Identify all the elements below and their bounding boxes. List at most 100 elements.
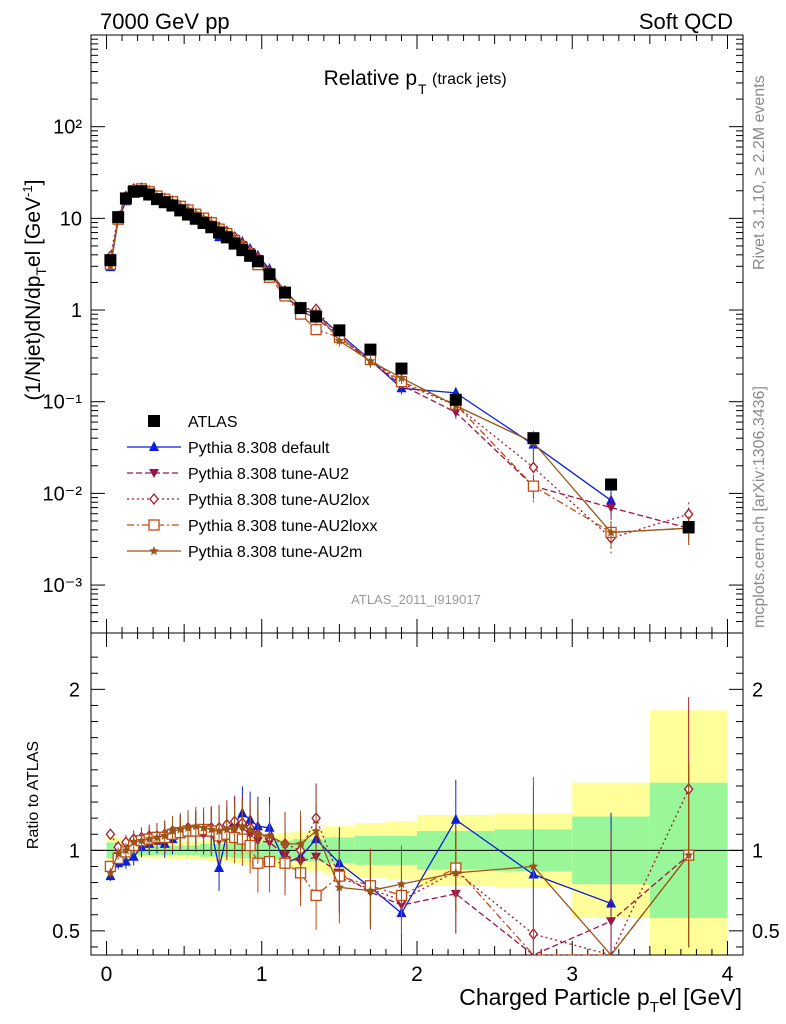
data-point-atlas	[449, 393, 462, 406]
legend-marker-pythia-8-308-default	[149, 441, 159, 451]
ratio-point-pythia-8-308-tune-au2m	[191, 821, 201, 831]
y-tick-label: 10⁻²	[43, 483, 83, 505]
ratio-point-pythia-8-308-tune-au2m	[206, 824, 217, 834]
data-point-pythia-8-308-tune-au2lox	[528, 461, 539, 474]
ratio-point-pythia-8-308-tune-au2m	[214, 826, 224, 836]
plot-title: Relative p	[324, 67, 417, 90]
ratio-point-pythia-8-308-tune-au2m	[144, 834, 154, 844]
ratio-point-pythia-8-308-tune-au2m	[365, 885, 376, 895]
x-tick-label: 1	[256, 963, 268, 986]
legend-label: Pythia 8.308 default	[188, 440, 330, 457]
data-point-pythia-8-308-tune-au2	[450, 408, 461, 418]
data-point-atlas	[310, 310, 323, 323]
plot-title-suffix: (track jets)	[432, 71, 507, 88]
data-point-pythia-8-308-tune-au2m	[365, 356, 376, 366]
x-tick-label: 4	[722, 963, 734, 986]
data-point-pythia-8-308-tune-au2loxx	[310, 323, 322, 336]
x-tick-label: 2	[411, 963, 423, 986]
y-tick-label: 10²	[53, 117, 82, 139]
data-point-pythia-8-308-tune-au2m	[396, 372, 407, 382]
data-point-pythia-8-308-tune-au2m	[606, 527, 616, 537]
ratio-point-pythia-8-308-tune-au2m	[136, 835, 147, 845]
ratio-point-pythia-8-308-tune-au2m	[311, 826, 321, 836]
ratio-point-pythia-8-308-tune-au2m	[183, 822, 193, 832]
ratio-point-pythia-8-308-tune-au2m	[229, 822, 240, 832]
ratio-point-pythia-8-308-default	[214, 862, 225, 873]
data-point-pythia-8-308-tune-au2	[606, 503, 617, 513]
ratio-point-pythia-8-308-tune-au2loxx	[310, 889, 322, 902]
header-right: Soft QCD	[639, 9, 733, 34]
ratio-point-pythia-8-308-tune-au2m	[280, 838, 290, 848]
data-point-atlas	[263, 268, 276, 281]
data-point-atlas	[605, 478, 618, 491]
x-tick-label: 0	[101, 963, 113, 986]
y-tick-label: 1	[71, 300, 82, 322]
x-tick-label: 3	[566, 963, 578, 986]
ratio-point-pythia-8-308-tune-au2m	[237, 821, 248, 831]
header-left: 7000 GeV pp	[100, 9, 230, 34]
ratio-point-pythia-8-308-tune-au2m	[295, 838, 306, 848]
ratio-point-pythia-8-308-tune-au2m	[105, 867, 116, 877]
legend-marker-pythia-8-308-tune-au2m	[149, 546, 159, 555]
ratio-point-pythia-8-308-tune-au2m	[222, 824, 232, 834]
data-point-atlas	[104, 254, 117, 267]
legend-label: Pythia 8.308 tune-AU2loxx	[188, 518, 377, 535]
mcplots-label: mcplots.cern.ch [arXiv:1306.3436]	[751, 386, 768, 628]
ratio-point-pythia-8-308-tune-au2m	[160, 830, 170, 840]
ratio-point-pythia-8-308-tune-au2	[606, 917, 617, 927]
plot-title-sub: T	[418, 81, 427, 97]
ratio-point-pythia-8-308-default	[450, 813, 461, 824]
main-plot-panel: 10⁻³ 10⁻² 10⁻¹ 1 10 10² Relative p T (track j…	[43, 34, 744, 634]
y-tick-label: 10	[60, 208, 82, 230]
ratio-axis-label: Ratio to ATLAS	[25, 741, 42, 849]
data-point-atlas	[333, 324, 346, 337]
y-axis-label: (1/Njet)dN/dpTel [GeV-1]	[20, 180, 49, 401]
data-point-atlas	[236, 244, 249, 257]
legend-marker-pythia-8-308-tune-au2	[149, 469, 159, 478]
ratio-point-pythia-8-308-tune-au2m	[128, 837, 139, 847]
ratio-point-pythia-8-308-tune-au2m	[198, 822, 209, 832]
legend-marker-pythia-8-308-tune-au2lox	[149, 492, 159, 506]
ratio-point-pythia-8-308-tune-au2m	[334, 882, 345, 892]
ratio-point-pythia-8-308-tune-au2m	[113, 848, 123, 858]
data-point-atlas	[251, 255, 264, 268]
ratio-point-pythia-8-308-tune-au2m	[121, 845, 131, 855]
legend-label: Pythia 8.308 tune-AU2	[188, 466, 349, 483]
legend-label: Pythia 8.308 tune-AU2m	[188, 544, 362, 561]
ratio-point-pythia-8-308-tune-au2m	[253, 829, 263, 839]
ratio-tick-label: 1	[69, 840, 80, 862]
y-tick-label: 10⁻³	[43, 575, 83, 597]
ratio-point-pythia-8-308-tune-au2m	[396, 879, 407, 889]
data-point-atlas	[395, 362, 408, 375]
rivet-version-label: Rivet 3.1.10, ≥ 2.2M events	[751, 75, 768, 270]
data-point-atlas	[682, 520, 695, 533]
ratio-point-pythia-8-308-tune-au2lox	[105, 828, 116, 841]
legend-label: Pythia 8.308 tune-AU2lox	[188, 492, 369, 509]
legend-label: ATLAS	[188, 414, 238, 431]
legend-marker-atlas	[148, 415, 160, 427]
data-point-atlas	[364, 343, 377, 356]
data-point-atlas	[279, 286, 292, 299]
ratio-tick-label: 0.5	[52, 921, 80, 943]
ratio-point-pythia-8-308-tune-au2m	[451, 867, 461, 877]
data-point-atlas	[294, 302, 307, 315]
data-point-atlas	[527, 432, 540, 445]
data-point-pythia-8-308-tune-au2loxx	[527, 480, 540, 492]
analysis-label: ATLAS_2011_I919017	[351, 592, 481, 607]
ratio-point-pythia-8-308-tune-au2m	[528, 861, 539, 871]
ratio-tick-label: 2	[752, 679, 763, 701]
data-point-atlas	[112, 211, 125, 224]
y-tick-label: 10⁻¹	[43, 392, 83, 414]
x-axis-label: Charged Particle pTel [GeV]	[459, 984, 742, 1016]
svg-text:(1/Njet)dN/dpTel [GeV-1]: (1/Njet)dN/dpTel [GeV-1]	[20, 180, 49, 401]
ratio-point-pythia-8-308-tune-au2m	[167, 826, 178, 836]
ratio-point-pythia-8-308-tune-au2m	[245, 824, 255, 834]
ratio-tick-label: 2	[69, 679, 80, 701]
ratio-point-pythia-8-308-tune-au2m	[683, 850, 694, 860]
ratio-point-pythia-8-308-tune-au2m	[152, 832, 162, 842]
ratio-plot-panel: 0 1 2 3 4 0.5 0.5 1 1 2 2	[52, 632, 780, 986]
legend-marker-pythia-8-308-tune-au2loxx	[148, 519, 160, 531]
data-point-pythia-8-308-tune-au2m	[334, 335, 345, 345]
ratio-point-pythia-8-308-tune-au2m	[175, 824, 185, 834]
